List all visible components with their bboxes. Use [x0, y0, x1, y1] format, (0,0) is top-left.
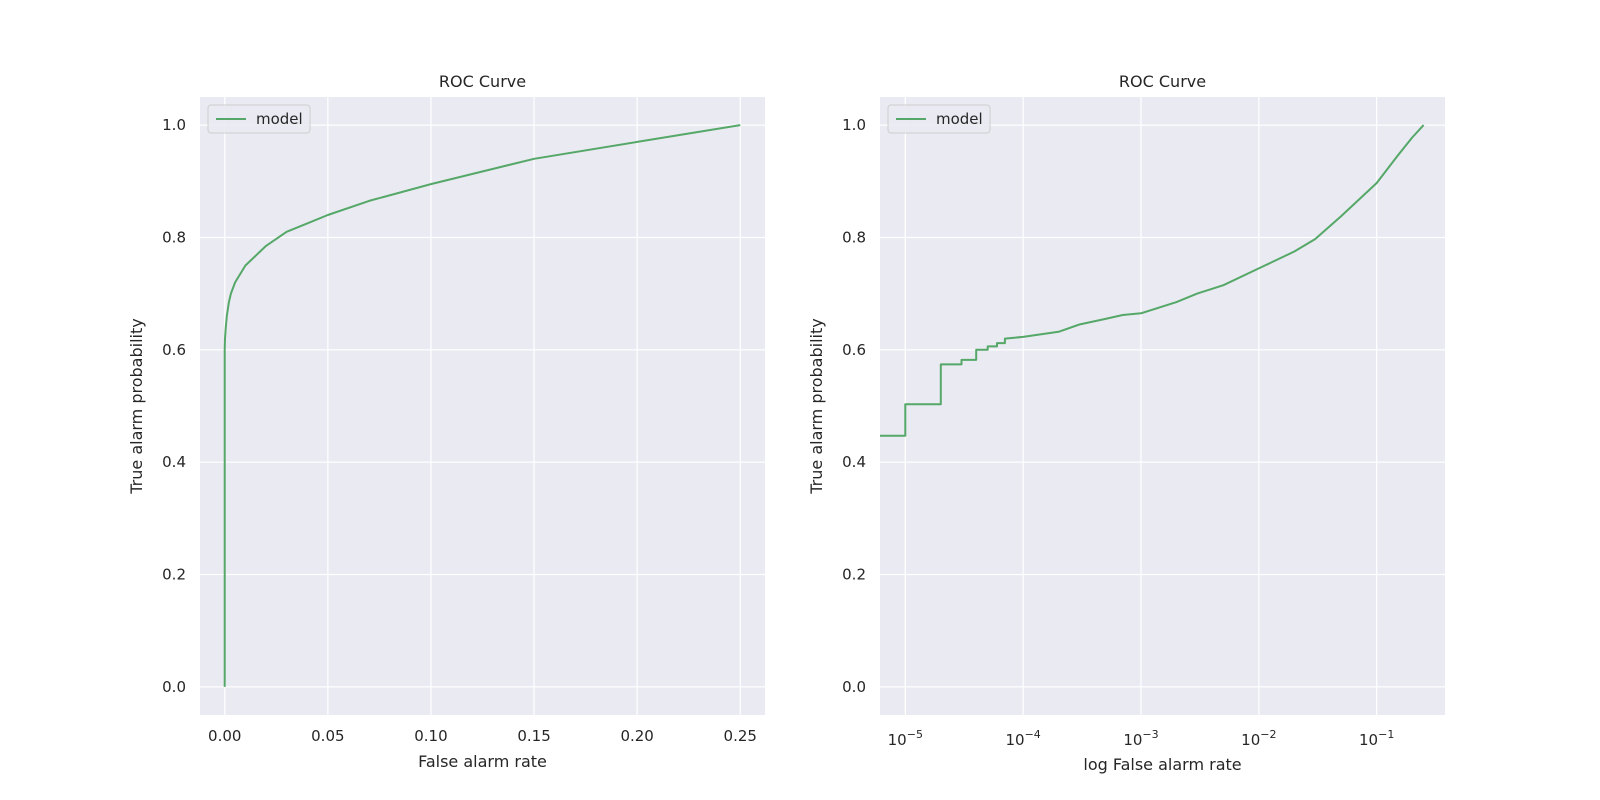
chart-title: ROC Curve [1119, 72, 1206, 91]
x-tick-label: 10−1 [1359, 728, 1394, 749]
x-axis-label: log False alarm rate [1083, 755, 1241, 774]
plot-area [880, 97, 1445, 715]
y-tick-label: 0.0 [842, 678, 866, 696]
x-axis-label: False alarm rate [418, 752, 547, 771]
legend-label: model [936, 110, 983, 128]
right-log-roc-chart: 0.0 0.2 0.4 0.6 0.8 1.0 10−5 10−4 10−3 10−2 10−1 RO… [807, 72, 1445, 774]
series-line-model [223, 124, 741, 687]
legend-label: model [256, 110, 303, 128]
x-tick-label: 0.25 [724, 727, 757, 745]
y-tick-label: 0.2 [842, 566, 866, 584]
x-tick-label: 10−5 [888, 728, 923, 749]
chart-title: ROC Curve [439, 72, 526, 91]
x-tick-label: 10−3 [1123, 728, 1158, 749]
x-tick-label: 0.00 [208, 727, 241, 745]
y-axis-label: True alarm probability [127, 318, 146, 494]
y-tick-label: 0.4 [162, 453, 186, 471]
y-tick-label: 0.2 [162, 566, 186, 584]
y-tick-label: 0.6 [162, 341, 186, 359]
y-tick-label: 0.6 [842, 341, 866, 359]
y-tick-label: 1.0 [842, 116, 866, 134]
y-tick-label: 0.8 [162, 228, 186, 246]
y-tick-label: 0.0 [162, 678, 186, 696]
x-tick-label: 10−2 [1241, 728, 1276, 749]
legend-box [207, 104, 311, 134]
legend-box [887, 104, 991, 134]
legend: model [887, 104, 991, 134]
series-line-model [880, 124, 1425, 437]
x-tick-label: 0.05 [311, 727, 344, 745]
x-tick-label: 0.20 [620, 727, 653, 745]
x-tick-label: 0.10 [414, 727, 447, 745]
legend: model [207, 104, 311, 134]
y-tick-label: 1.0 [162, 116, 186, 134]
left-roc-chart: 0.0 0.2 0.4 0.6 0.8 1.0 0.00 0.05 0.10 0.15 0.20 0.… [127, 72, 765, 771]
plot-area [200, 97, 765, 715]
x-tick-label: 10−4 [1005, 728, 1040, 749]
x-tick-label: 0.15 [517, 727, 550, 745]
y-axis-label: True alarm probability [807, 318, 826, 494]
y-tick-label: 0.4 [842, 453, 866, 471]
y-tick-label: 0.8 [842, 228, 866, 246]
